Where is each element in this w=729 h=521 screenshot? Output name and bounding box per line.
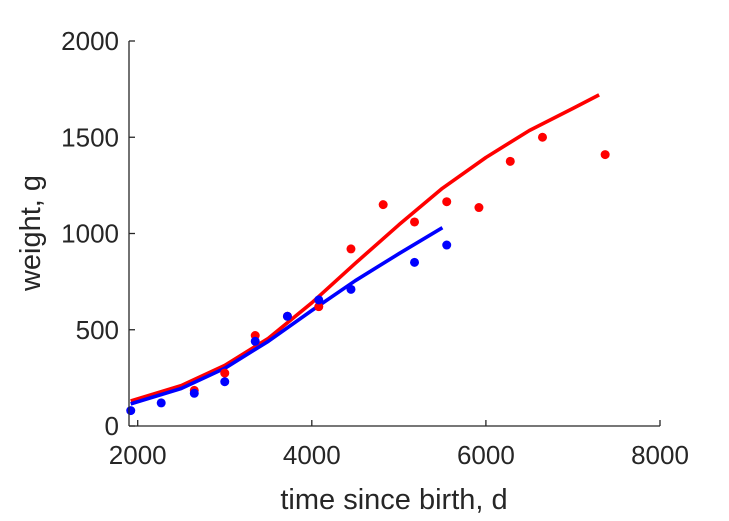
data-point-series-1 [474, 203, 484, 213]
data-point-series-2 [314, 295, 324, 305]
x-tick-label: 8000 [631, 440, 689, 470]
data-point-series-2 [126, 406, 136, 416]
data-point-series-1 [442, 197, 452, 207]
data-point-series-2 [189, 388, 199, 398]
fit-curves [130, 93, 600, 406]
data-point-series-1 [505, 156, 515, 166]
data-point-series-2 [346, 284, 356, 294]
y-tick-label: 2000 [61, 26, 119, 56]
x-axis-title: time since birth, d [280, 484, 507, 516]
y-tick-label: 1000 [61, 219, 119, 249]
x-tick-label: 4000 [283, 440, 341, 470]
data-point-series-1 [410, 217, 420, 227]
axes [128, 40, 661, 427]
y-tick-label: 0 [105, 411, 119, 441]
data-point-series-1 [314, 302, 324, 312]
data-point-series-2 [220, 377, 230, 387]
data-point-series-1 [220, 368, 230, 378]
data-point-series-2 [442, 240, 452, 250]
fit-curve-series-2 [130, 226, 444, 406]
data-point-series-1 [537, 132, 547, 142]
data-point-series-2 [282, 311, 292, 321]
data-point-series-2 [250, 336, 260, 346]
y-tick-label: 1500 [61, 122, 119, 152]
y-axis-title: weight, g [15, 175, 47, 292]
data-point-series-2 [410, 257, 420, 267]
fit-curve-series-1 [130, 93, 600, 403]
x-tick-label: 2000 [109, 440, 167, 470]
x-tick-label: 6000 [457, 440, 515, 470]
data-point-series-1 [346, 244, 356, 254]
data-point-series-1 [600, 150, 610, 160]
data-points [126, 132, 610, 416]
tick-labels: 0 500 1000 1500 2000 2000 4000 6000 8000 [61, 26, 689, 470]
data-point-series-1 [378, 200, 388, 210]
y-tick-label: 500 [76, 315, 119, 345]
data-point-series-2 [156, 398, 166, 408]
